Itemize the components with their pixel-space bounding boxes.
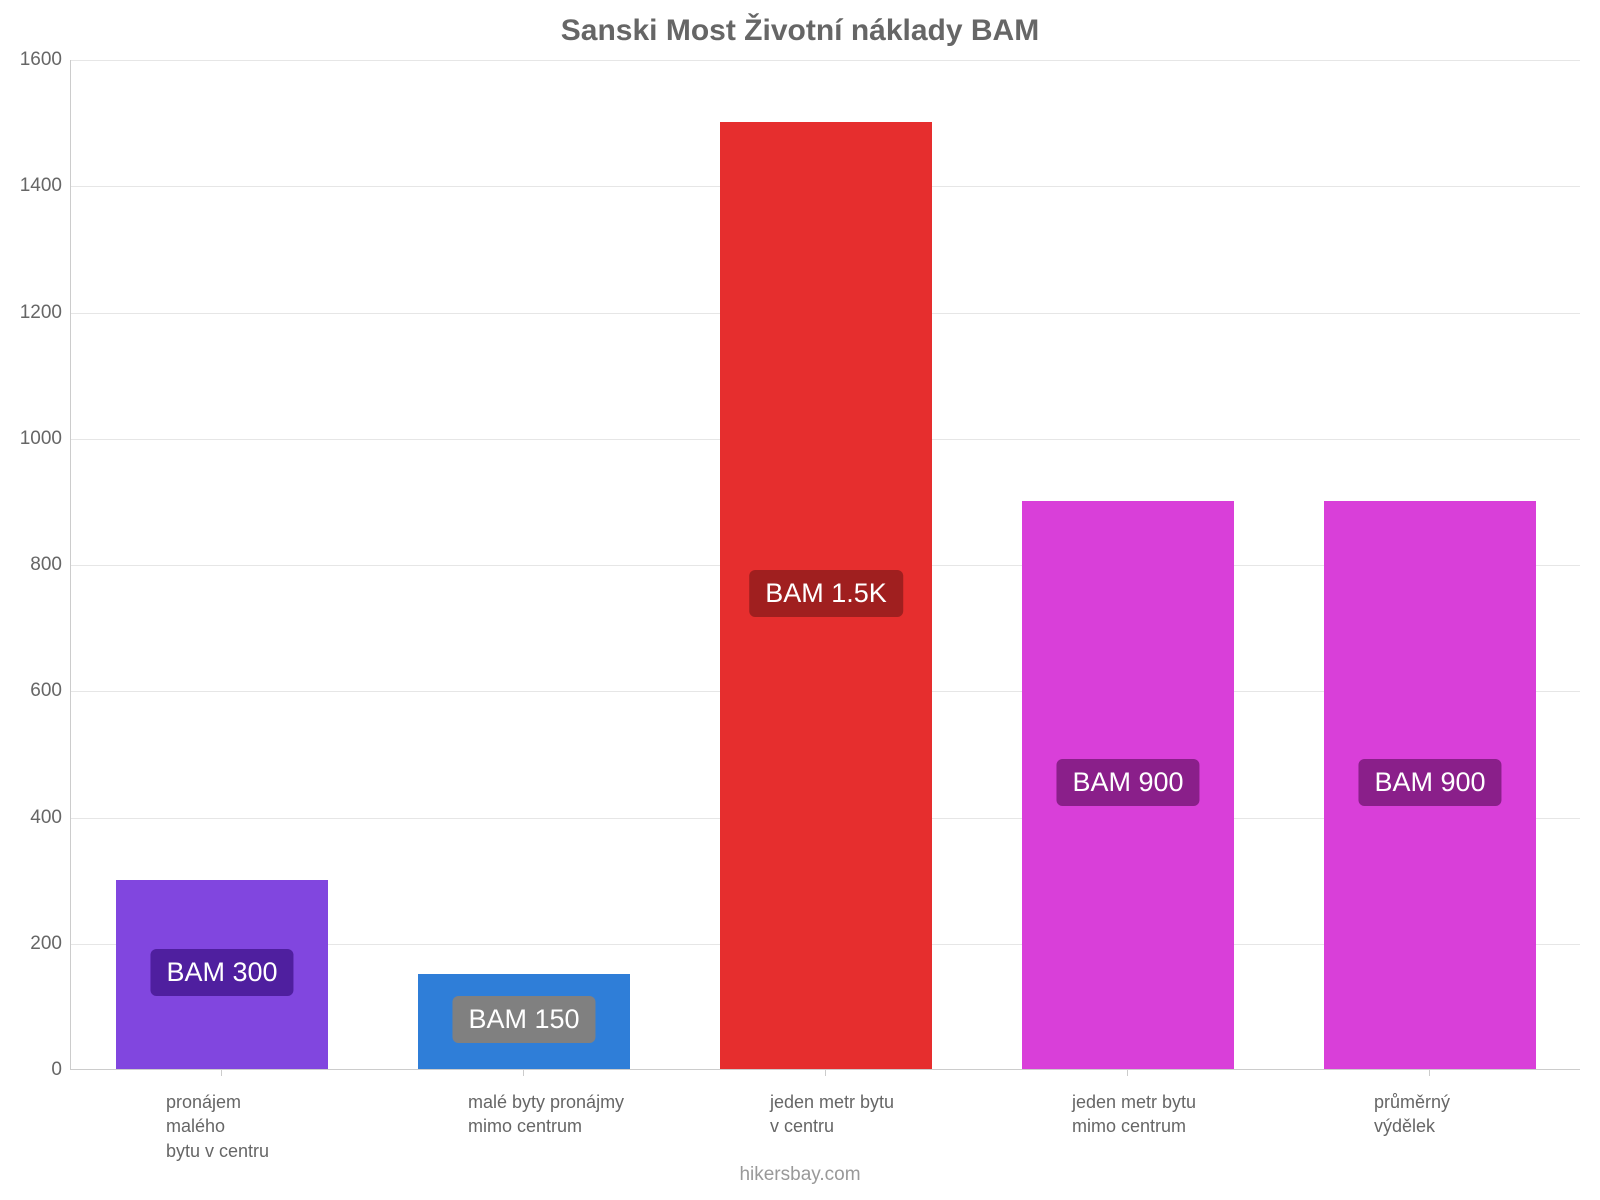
chart-footer: hikersbay.com	[0, 1164, 1600, 1186]
bar-value-label: BAM 150	[452, 996, 595, 1043]
x-axis-label: malé byty pronájmy mimo centrum	[468, 1090, 624, 1139]
x-axis-label: pronájem malého bytu v centru	[166, 1090, 269, 1163]
bar-value-label: BAM 1.5K	[749, 570, 903, 617]
bar-value-label: BAM 900	[1056, 759, 1199, 806]
y-tick-label: 1600	[7, 49, 62, 71]
y-tick-label: 600	[7, 680, 62, 702]
bar: BAM 900	[1022, 501, 1233, 1069]
x-tick	[825, 1070, 826, 1076]
x-tick	[1429, 1070, 1430, 1076]
y-tick-label: 1000	[7, 428, 62, 450]
x-axis-label: jeden metr bytu mimo centrum	[1072, 1090, 1196, 1139]
bars-layer: BAM 300 BAM 150 BAM 1.5K BAM 900 BAM 900	[71, 60, 1580, 1069]
y-tick-label: 1400	[7, 175, 62, 197]
y-tick-label: 200	[7, 933, 62, 955]
x-tick	[221, 1070, 222, 1076]
plot-area: BAM 300 BAM 150 BAM 1.5K BAM 900 BAM 900	[70, 60, 1580, 1070]
bar-value-label: BAM 300	[150, 949, 293, 996]
x-axis-label: průměrný výdělek	[1374, 1090, 1450, 1139]
y-tick-label: 1200	[7, 302, 62, 324]
y-tick-label: 400	[7, 807, 62, 829]
x-axis-label: jeden metr bytu v centru	[770, 1090, 894, 1139]
bar: BAM 150	[418, 974, 629, 1069]
bar: BAM 300	[116, 880, 327, 1069]
bar-value-label: BAM 900	[1358, 759, 1501, 806]
y-tick-label: 800	[7, 554, 62, 576]
x-tick	[523, 1070, 524, 1076]
chart-container: Sanski Most Životní náklady BAM BAM 300B…	[0, 0, 1600, 1200]
x-tick	[1127, 1070, 1128, 1076]
y-tick-label: 0	[7, 1059, 62, 1081]
bar: BAM 1.5K	[720, 122, 931, 1069]
bar: BAM 900	[1324, 501, 1535, 1069]
chart-title: Sanski Most Životní náklady BAM	[0, 14, 1600, 48]
